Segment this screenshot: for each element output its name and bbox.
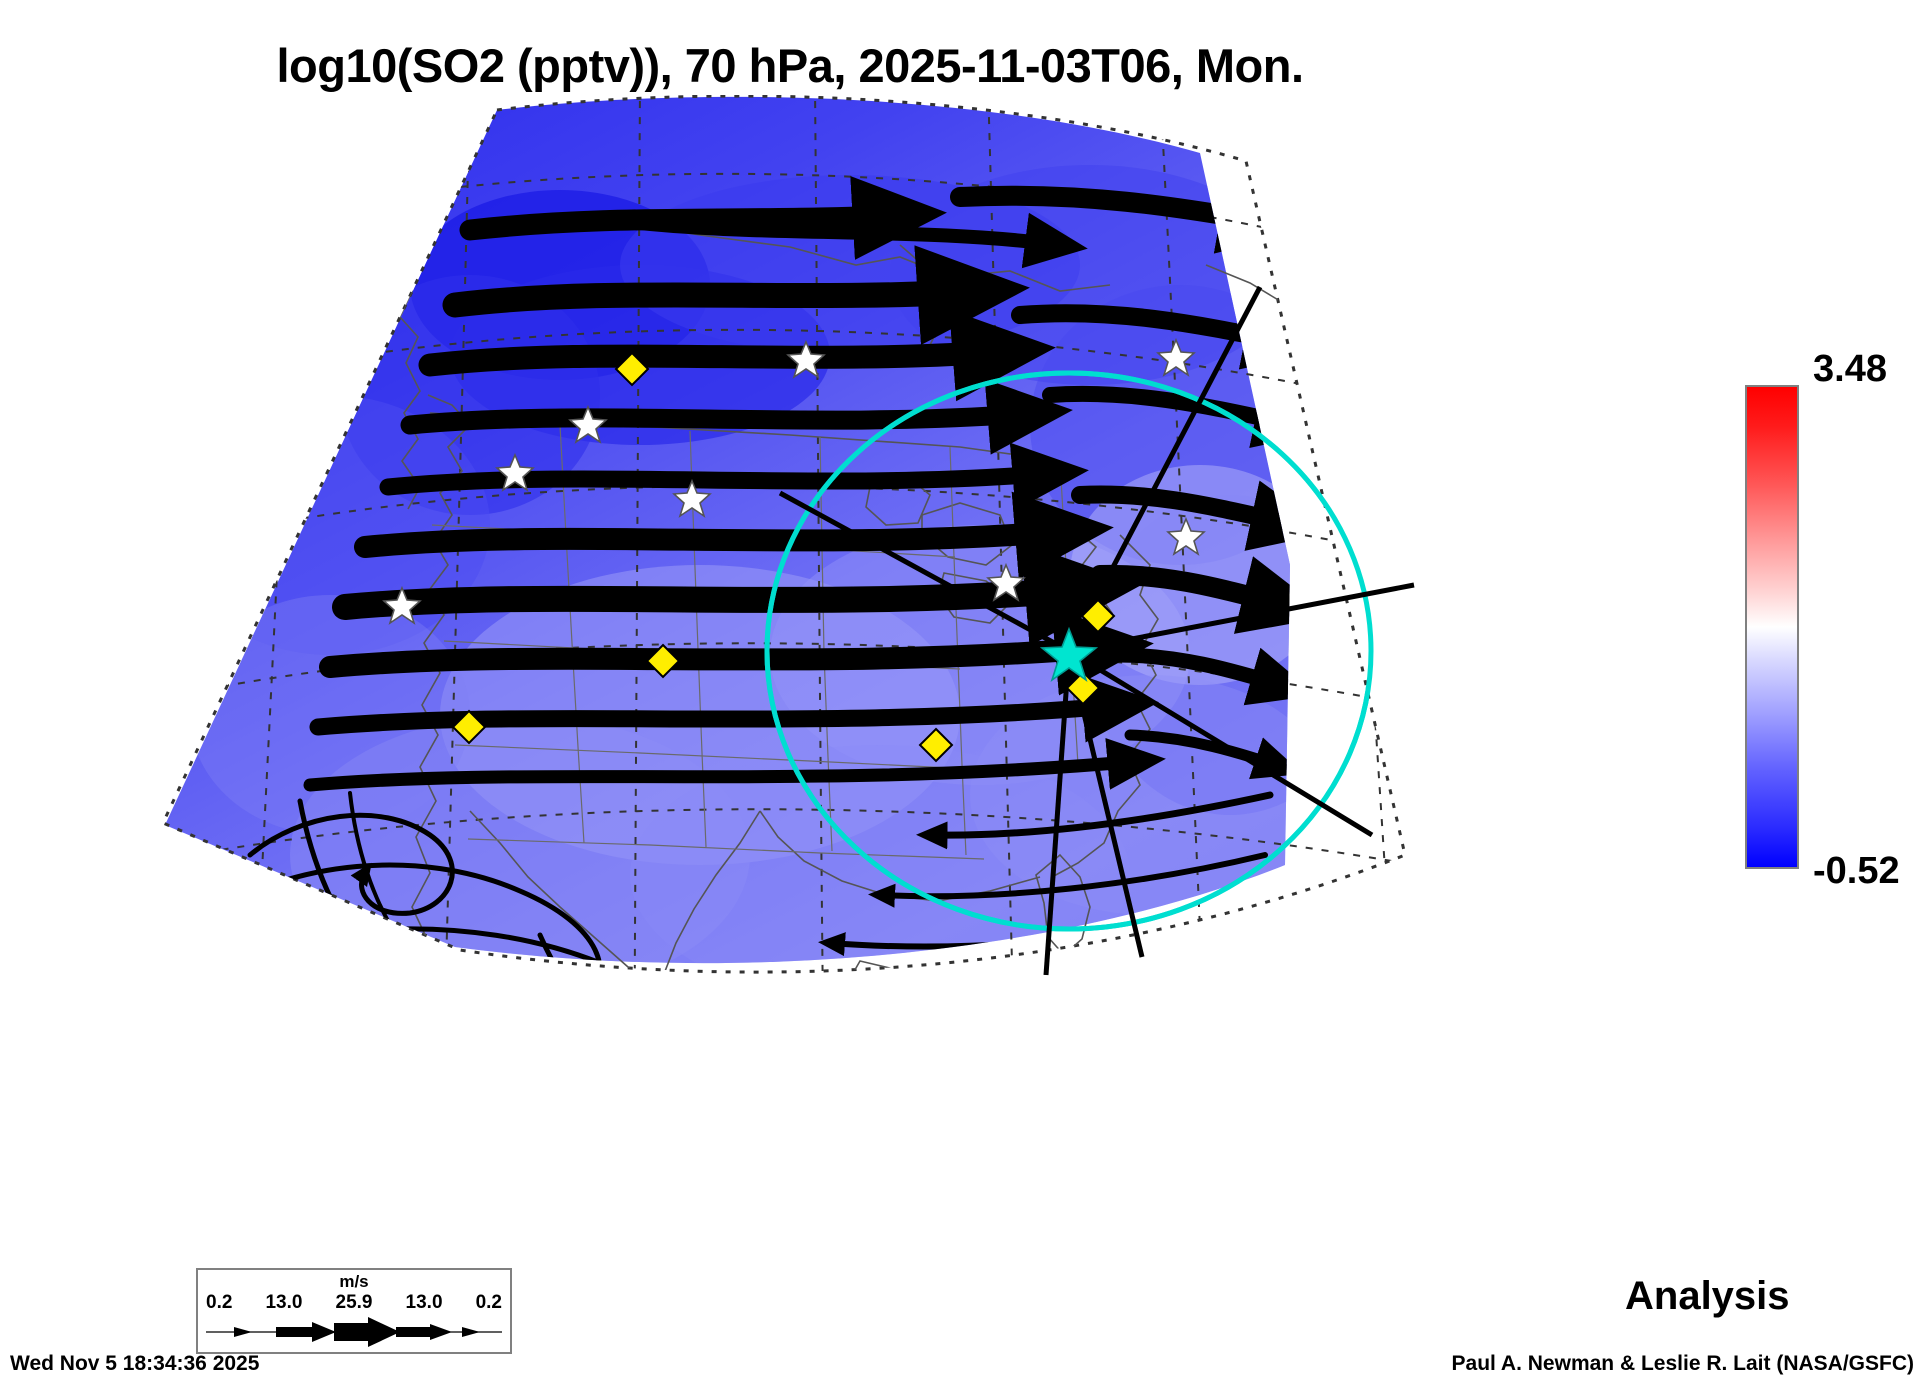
colorbar[interactable]: 3.48 -0.52 <box>1745 310 1925 930</box>
radial-tracks <box>778 285 1415 976</box>
author-credit: Paul A. Newman & Leslie R. Lait (NASA/GS… <box>1451 1352 1914 1375</box>
yellow-diamond <box>918 727 954 763</box>
wind-value-3: 13.0 <box>405 1292 443 1313</box>
colorbar-gradient <box>1745 385 1799 869</box>
map-svg <box>160 94 1415 976</box>
site-star-icon <box>1039 626 1099 683</box>
page-title: log10(SO2 (pptv)), 70 hPa, 2025-11-03T06… <box>276 39 1305 92</box>
wind-speed-legend: m/s 0.2 13.0 25.9 13.0 0.2 <box>196 1268 512 1354</box>
wind-arrow-scale <box>206 1317 502 1347</box>
wind-value-0: 0.2 <box>206 1292 233 1313</box>
wind-value-labels: 0.2 13.0 25.9 13.0 0.2 <box>206 1292 502 1314</box>
yellow-diamonds <box>451 351 1116 763</box>
yellow-diamond <box>451 709 487 745</box>
colorbar-min-label: -0.52 <box>1813 850 1900 892</box>
white-stars <box>382 337 1206 625</box>
white-star <box>672 478 712 518</box>
generation-timestamp: Wed Nov 5 18:34:36 2025 <box>10 1352 260 1375</box>
domain-border <box>160 94 1407 974</box>
white-star <box>568 404 608 444</box>
marker-layer[interactable] <box>382 337 1206 763</box>
yellow-diamond <box>645 643 681 679</box>
range-ring-outer <box>764 370 1374 932</box>
white-star <box>495 452 535 492</box>
wind-unit-label: m/s <box>339 1272 369 1291</box>
yellow-diamond <box>1065 670 1101 706</box>
yellow-diamond <box>614 351 650 387</box>
white-star <box>1156 337 1196 377</box>
white-star <box>382 585 422 625</box>
so2-shaded-field <box>165 96 1290 964</box>
white-star <box>1166 516 1206 556</box>
white-star <box>786 339 826 379</box>
white-star <box>986 562 1026 602</box>
wind-value-4: 0.2 <box>475 1292 502 1313</box>
run-type-label: Analysis <box>1625 1274 1790 1318</box>
wind-value-1: 13.0 <box>265 1292 303 1313</box>
yellow-diamond <box>1080 598 1116 634</box>
map-panel[interactable] <box>0 94 1580 1175</box>
colorbar-max-label: 3.48 <box>1813 348 1887 390</box>
wind-value-2: 25.9 <box>335 1292 373 1313</box>
